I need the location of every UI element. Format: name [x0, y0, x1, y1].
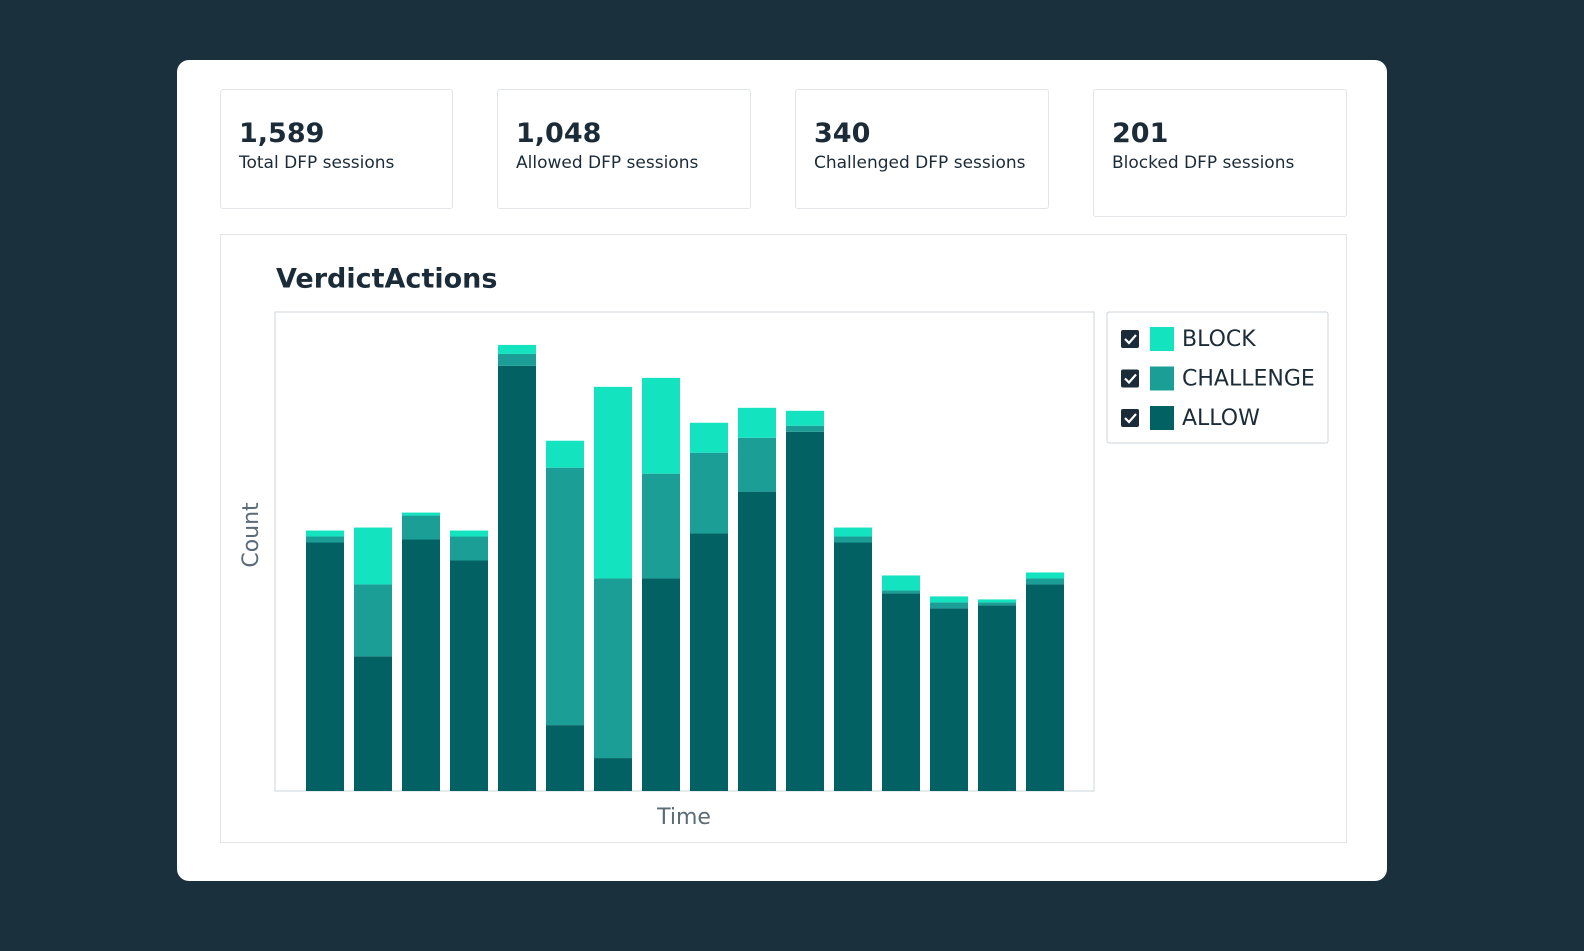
- bar-segment: [930, 608, 968, 791]
- bar-segment: [738, 491, 776, 791]
- legend-swatch: [1150, 406, 1174, 430]
- bar-segment: [306, 542, 344, 791]
- bar-segment: [690, 533, 728, 791]
- bar-segment: [1026, 578, 1064, 585]
- bar-segment: [306, 530, 344, 537]
- legend-checkbox[interactable]: [1121, 330, 1139, 348]
- bar-segment: [450, 536, 488, 561]
- stat-value: 340: [814, 118, 871, 149]
- bar-segment: [1026, 584, 1064, 791]
- chart-title: VerdictActions: [276, 264, 497, 295]
- bar-segment: [450, 560, 488, 791]
- bar-segment: [834, 542, 872, 791]
- legend-checkbox[interactable]: [1121, 369, 1139, 388]
- bar-segment: [546, 725, 584, 791]
- bar-segment: [306, 536, 344, 543]
- stat-label: Challenged DFP sessions: [814, 153, 1026, 173]
- stat-card: 1,589 Total DFP sessions: [220, 89, 453, 209]
- stat-value: 1,048: [516, 118, 602, 149]
- bar-segment: [690, 452, 728, 534]
- bar-segment: [354, 584, 392, 657]
- stat-card: 340 Challenged DFP sessions: [795, 89, 1049, 209]
- x-axis-label: Time: [656, 805, 711, 830]
- bar-segment: [786, 431, 824, 791]
- bar-segment: [642, 473, 680, 579]
- stat-label: Total DFP sessions: [239, 153, 395, 173]
- bar-segment: [978, 602, 1016, 606]
- legend-label: ALLOW: [1182, 406, 1260, 431]
- bar-segment: [450, 530, 488, 537]
- bar-segment: [978, 599, 1016, 603]
- bar-segment: [930, 602, 968, 609]
- bar-segment: [882, 575, 920, 591]
- stat-value: 201: [1112, 118, 1169, 149]
- stat-card: 201 Blocked DFP sessions: [1093, 89, 1347, 217]
- bar-segment: [738, 407, 776, 438]
- legend-swatch: [1150, 366, 1174, 391]
- bar-segment: [594, 578, 632, 759]
- bar-segment: [834, 527, 872, 537]
- bar-segment: [834, 536, 872, 543]
- bar-segment: [498, 353, 536, 366]
- stat-value: 1,589: [239, 118, 325, 149]
- bar-segment: [642, 578, 680, 791]
- bar-segment: [882, 590, 920, 594]
- chart-panel: [220, 234, 1347, 843]
- checkmark: [1124, 334, 1137, 345]
- bar-segment: [402, 512, 440, 516]
- legend-swatch: [1150, 327, 1174, 351]
- legend-label: BLOCK: [1182, 327, 1256, 352]
- bar-segment: [642, 377, 680, 474]
- stat-label: Allowed DFP sessions: [516, 153, 699, 173]
- bar-segment: [402, 515, 440, 540]
- bar-segment: [978, 605, 1016, 791]
- bar-segment: [594, 386, 632, 579]
- checkmark: [1124, 413, 1137, 424]
- bar-segment: [354, 656, 392, 791]
- bar-segment: [738, 437, 776, 492]
- bar-segment: [498, 344, 536, 354]
- bar-segment: [930, 596, 968, 603]
- legend-checkbox[interactable]: [1121, 409, 1139, 427]
- bar-segment: [354, 527, 392, 585]
- plot-frame: [274, 311, 1095, 792]
- bar-segment: [498, 365, 536, 791]
- bar-segment: [786, 425, 824, 432]
- stat-card: 1,048 Allowed DFP sessions: [497, 89, 751, 209]
- bar-segment: [1026, 572, 1064, 579]
- bar-segment: [594, 758, 632, 791]
- stat-label: Blocked DFP sessions: [1112, 153, 1295, 173]
- bar-segment: [690, 422, 728, 453]
- bar-segment: [882, 593, 920, 791]
- legend-label: CHALLENGE: [1182, 367, 1315, 392]
- checkmark: [1124, 373, 1137, 385]
- bar-segment: [402, 539, 440, 791]
- y-axis-label: Count: [239, 502, 264, 568]
- bar-segment: [786, 410, 824, 426]
- bar-segment: [546, 467, 584, 726]
- bar-segment: [546, 440, 584, 468]
